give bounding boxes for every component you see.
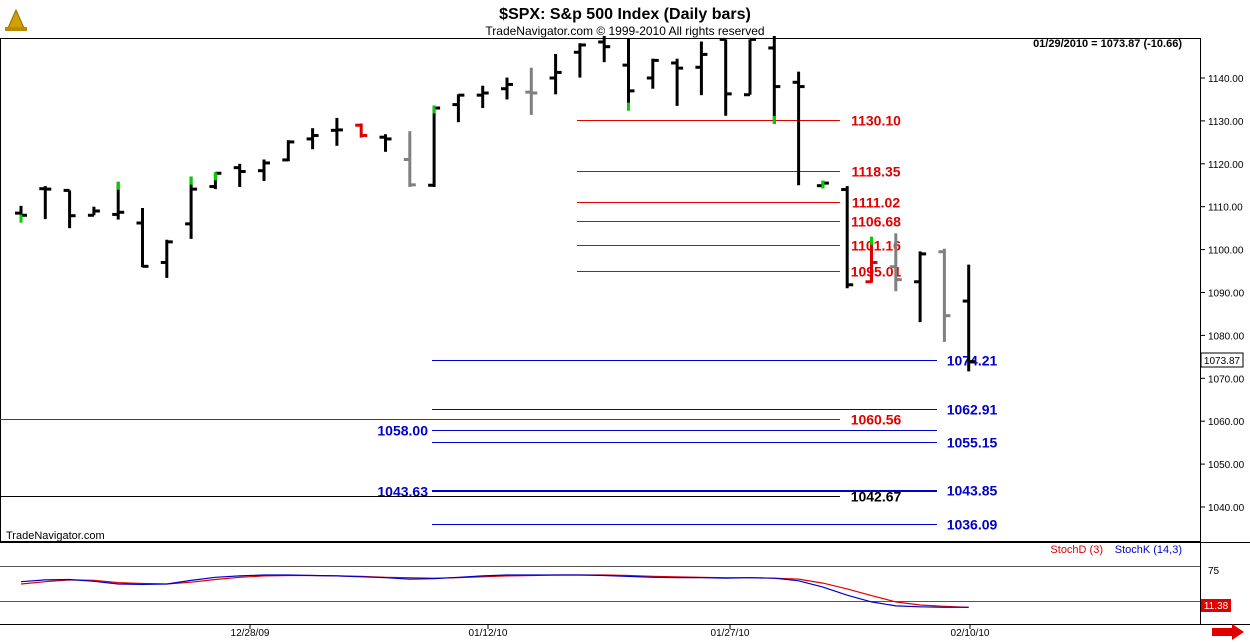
ohlc-bar bbox=[525, 67, 538, 115]
ohlc-bar bbox=[39, 186, 52, 220]
ohlc-bar bbox=[355, 123, 368, 138]
ohlc-bar bbox=[792, 71, 805, 186]
level-label: 1106.68 bbox=[851, 214, 901, 230]
ohlc-bar bbox=[160, 239, 173, 278]
ohlc-bar bbox=[379, 134, 392, 152]
current-price-label: 1073.87 bbox=[1204, 356, 1241, 367]
ohlc-bar bbox=[403, 131, 416, 187]
ohlc-bar bbox=[15, 205, 27, 223]
last-price-info: 01/29/2010 = 1073.87 (-10.66) bbox=[1033, 38, 1182, 50]
logo-icon bbox=[5, 8, 27, 31]
level-label: 1130.10 bbox=[851, 113, 901, 129]
ohlc-bar bbox=[816, 180, 829, 189]
date-tick-label: 02/10/10 bbox=[951, 628, 990, 639]
date-tick-label: 01/27/10 bbox=[711, 628, 750, 639]
stoch-d-line bbox=[20, 574, 969, 608]
level-label: 1043.85 bbox=[947, 483, 998, 499]
price-tick-label: 1140.00 bbox=[1208, 74, 1244, 85]
stoch-current-label: 11.38 bbox=[1204, 601, 1229, 612]
stoch-k-line bbox=[20, 574, 969, 608]
ohlc-bar bbox=[695, 41, 708, 96]
price-tick-label: 1090.00 bbox=[1208, 289, 1245, 300]
stoch-75-label: 75 bbox=[1208, 566, 1220, 577]
level-label: 1043.63 bbox=[377, 484, 428, 500]
date-tick-label: 12/28/09 bbox=[231, 628, 270, 639]
ohlc-bar bbox=[136, 207, 149, 268]
ohlc-bar bbox=[622, 38, 635, 111]
level-label: 1101.16 bbox=[851, 238, 901, 254]
ohlc-bar bbox=[233, 163, 246, 187]
price-tick-label: 1070.00 bbox=[1208, 374, 1245, 385]
level-label: 1095.01 bbox=[851, 264, 902, 280]
level-label: 1111.02 bbox=[852, 195, 901, 211]
price-tick-label: 1110.00 bbox=[1208, 203, 1243, 214]
stochastic-panel bbox=[0, 566, 1200, 608]
watermark: TradeNavigator.com bbox=[6, 530, 105, 542]
level-label: 1060.56 bbox=[851, 412, 902, 428]
price-tick-label: 1040.00 bbox=[1208, 503, 1245, 514]
chart-title: $SPX: S&p 500 Index (Daily bars) bbox=[499, 6, 751, 23]
ohlc-bar bbox=[428, 105, 441, 187]
ohlc-bar bbox=[306, 128, 319, 150]
stoch-k-legend: StochK (14,3) bbox=[1115, 544, 1182, 556]
ohlc-bar bbox=[768, 35, 781, 124]
ohlc-bar bbox=[282, 140, 295, 162]
price-tick-label: 1120.00 bbox=[1208, 160, 1244, 171]
ohlc-bar bbox=[889, 233, 902, 292]
price-tick-label: 1050.00 bbox=[1208, 460, 1245, 471]
ohlc-bar bbox=[671, 58, 684, 106]
date-tick-label: 01/12/10 bbox=[469, 628, 508, 639]
copyright-text: TradeNavigator.com © 1999-2010 All right… bbox=[485, 24, 764, 38]
ohlc-bar bbox=[501, 77, 513, 100]
price-bars bbox=[15, 35, 975, 372]
ohlc-bar bbox=[865, 236, 878, 284]
scroll-right-arrow-icon[interactable] bbox=[1212, 624, 1244, 640]
level-label: 1062.91 bbox=[947, 402, 998, 418]
price-tick-label: 1060.00 bbox=[1208, 417, 1245, 428]
level-label: 1042.67 bbox=[851, 489, 902, 505]
ohlc-bar bbox=[209, 171, 222, 190]
ohlc-bar bbox=[185, 176, 198, 239]
ohlc-bar bbox=[719, 37, 732, 116]
ohlc-bar bbox=[63, 188, 76, 229]
ohlc-bar bbox=[598, 35, 611, 63]
level-label: 1055.15 bbox=[947, 435, 998, 451]
ohlc-bar bbox=[87, 206, 100, 217]
level-label: 1058.00 bbox=[377, 423, 428, 439]
ohlc-bar bbox=[330, 117, 343, 146]
level-label: 1118.35 bbox=[851, 164, 900, 180]
price-tick-label: 1100.00 bbox=[1208, 246, 1244, 257]
level-label: 1036.09 bbox=[947, 517, 998, 533]
ohlc-bar bbox=[476, 85, 489, 109]
price-axis: 1140.00 1130.00 1120.00 1110.00 1100.00 1090.… bbox=[1200, 74, 1245, 514]
ohlc-bar bbox=[841, 186, 854, 289]
price-tick-label: 1080.00 bbox=[1208, 331, 1245, 342]
ohlc-bar bbox=[914, 251, 927, 323]
ohlc-bar bbox=[112, 181, 125, 220]
ohlc-bar bbox=[573, 43, 586, 78]
stoch-current-tag bbox=[1201, 599, 1231, 612]
ohlc-bar bbox=[938, 248, 951, 342]
ohlc-bar bbox=[646, 58, 659, 89]
ohlc-bar bbox=[549, 53, 562, 95]
ohlc-bar bbox=[962, 264, 975, 372]
date-axis: 12/28/09 01/12/10 01/27/10 02/10/10 bbox=[231, 624, 990, 639]
ohlc-bar bbox=[258, 159, 270, 181]
price-tick-label: 1130.00 bbox=[1208, 117, 1244, 128]
current-price-tag bbox=[1200, 352, 1244, 368]
stoch-d-legend: StochD (3) bbox=[1050, 544, 1103, 556]
ohlc-bar bbox=[452, 93, 465, 123]
ohlc-bar bbox=[744, 37, 756, 97]
